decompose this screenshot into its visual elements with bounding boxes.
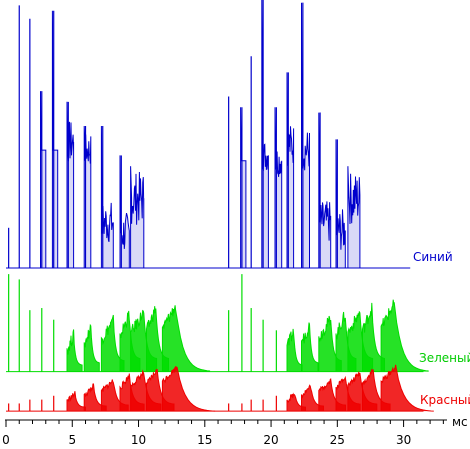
series-pulse — [161, 366, 216, 412]
series-pulse — [100, 125, 114, 268]
series-pulse — [66, 329, 83, 372]
series-pulse — [318, 112, 332, 268]
series-pulse — [380, 299, 429, 372]
series-pulse — [66, 101, 75, 268]
series-pulse — [274, 107, 283, 268]
series-pulse — [40, 91, 47, 268]
series-layer — [6, 0, 434, 412]
series-label-green: Зеленый — [419, 351, 470, 365]
series-pulse — [301, 2, 310, 268]
series-2 — [6, 274, 429, 373]
x-tick-label: 20 — [263, 433, 278, 447]
series-pulse — [83, 323, 100, 372]
series-3 — [6, 364, 434, 412]
series-pulse — [66, 391, 86, 412]
series-pulse — [51, 10, 59, 268]
series-pulse — [240, 107, 247, 268]
series-pulse — [119, 155, 130, 268]
x-tick-label: 25 — [330, 433, 345, 447]
x-tick-label: 30 — [396, 433, 411, 447]
series-pulse — [130, 166, 145, 268]
series-pulse — [261, 0, 269, 268]
series-pulse — [161, 305, 211, 372]
x-tick-label: 10 — [131, 433, 146, 447]
x-axis-unit-label: мс — [452, 415, 468, 429]
series-pulse — [286, 72, 295, 268]
series-pulse — [347, 166, 361, 268]
series-pulse — [335, 139, 346, 268]
series-pulse — [380, 364, 434, 412]
series-pulse — [83, 125, 92, 268]
series-1 — [6, 0, 411, 269]
x-tick-label: 0 — [2, 433, 10, 447]
series-label-blue: Синий — [413, 250, 453, 264]
series-pulse — [286, 328, 303, 372]
x-tick-label: 15 — [197, 433, 212, 447]
x-axis-ticks: 0 5 10 15 20 25 30 — [2, 420, 444, 447]
series-label-red: Красный — [420, 393, 470, 407]
x-tick-label: 5 — [68, 433, 76, 447]
series-pulse — [301, 322, 319, 372]
